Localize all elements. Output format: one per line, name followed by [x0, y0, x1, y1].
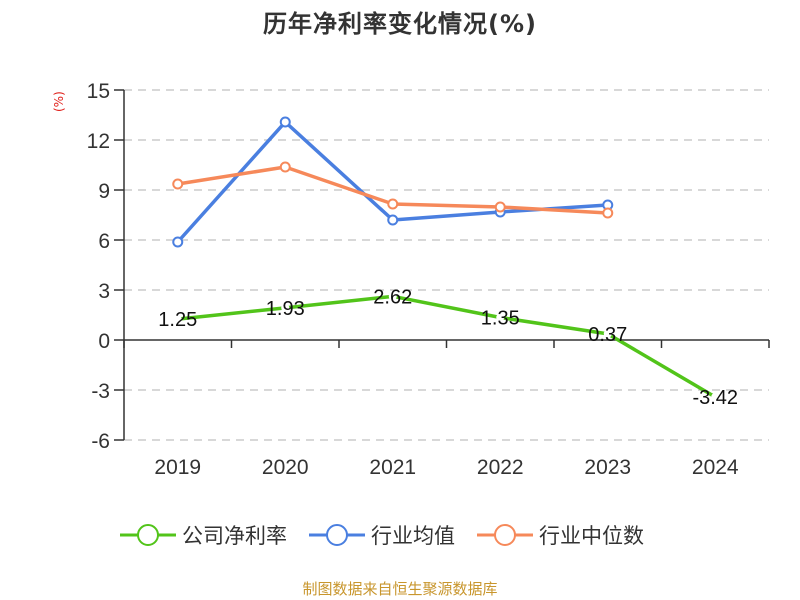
- data-point[interactable]: [279, 116, 291, 128]
- legend-item-industry-avg[interactable]: 行业均值: [309, 520, 455, 550]
- data-point[interactable]: [496, 313, 505, 322]
- y-tick-label: -3: [91, 380, 110, 403]
- legend-marker-industry-avg-icon: [309, 524, 365, 546]
- y-tick-label: 12: [87, 130, 110, 153]
- data-point[interactable]: [173, 315, 182, 324]
- source-footer: 制图数据来自恒生聚源数据库: [302, 580, 498, 598]
- y-tick-label: 0: [98, 330, 110, 353]
- data-label: 1.25: [158, 309, 197, 331]
- x-tick-label: 2024: [692, 456, 739, 479]
- data-label: 0.37: [588, 324, 627, 346]
- x-tick-label: 2023: [584, 456, 631, 479]
- legend-label-company: 公司净利率: [182, 524, 287, 548]
- y-tick-label: 3: [98, 280, 110, 303]
- data-point[interactable]: [172, 178, 184, 190]
- y-tick-label: -6: [91, 430, 110, 453]
- axes: 15 12 9 6 3 0 -3 -6 2019 2020 2021 2022 2023 2024: [87, 80, 770, 479]
- data-label: 2.62: [373, 286, 412, 308]
- data-point[interactable]: [172, 236, 184, 248]
- data-label: 1.93: [266, 298, 305, 320]
- data-point[interactable]: [387, 198, 399, 210]
- x-tick-label: 2019: [154, 456, 201, 479]
- data-point[interactable]: [387, 214, 399, 226]
- legend-marker-industry-median-icon: [477, 524, 533, 546]
- legend-item-industry-median[interactable]: 行业中位数: [477, 520, 644, 550]
- legend-label-industry-avg: 行业均值: [371, 524, 455, 548]
- data-point[interactable]: [711, 393, 720, 401]
- grid-lines: [124, 89, 769, 441]
- data-point[interactable]: [279, 161, 291, 173]
- y-tick-label: 9: [98, 180, 110, 203]
- x-tick-label: 2022: [477, 456, 524, 479]
- series-lines: [172, 116, 720, 401]
- data-point[interactable]: [602, 207, 614, 219]
- legend-label-industry-median: 行业中位数: [539, 524, 644, 548]
- data-point[interactable]: [603, 329, 612, 338]
- legend: 公司净利率 行业均值 行业中位数: [120, 520, 644, 550]
- chart-title: 历年净利率变化情况(%): [263, 10, 537, 38]
- data-label: -3.42: [692, 387, 738, 409]
- y-tick-label: 6: [98, 230, 110, 253]
- x-tick-label: 2020: [262, 456, 309, 479]
- legend-item-company[interactable]: 公司净利率: [120, 520, 287, 550]
- x-tick-label: 2021: [369, 456, 416, 479]
- data-point[interactable]: [494, 201, 506, 213]
- data-point[interactable]: [388, 292, 397, 301]
- data-label: 1.35: [481, 308, 520, 330]
- series-company-line: [177, 294, 717, 399]
- data-labels: 1.25 1.93 2.62 1.35 0.37 -3.42: [158, 286, 738, 409]
- y-tick-label: 15: [87, 80, 110, 103]
- legend-marker-company-icon: [120, 524, 176, 546]
- data-point[interactable]: [281, 303, 290, 312]
